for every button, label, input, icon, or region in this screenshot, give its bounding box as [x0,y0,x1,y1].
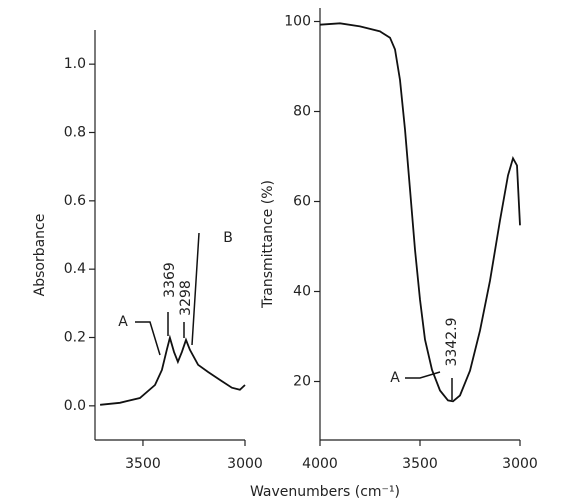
y-tick-label: 0.6 [64,193,86,209]
x-tick-label: 3000 [502,456,538,472]
x-axis-label: Wavenumbers (cm⁻¹) [250,484,400,500]
y-axis-label: Transmittance (%) [260,180,276,309]
annotation: 3298 [178,280,194,316]
y-tick-label: 40 [293,284,311,300]
annotation: A [390,370,400,386]
annotation: A [118,314,128,330]
y-tick-label: 0.2 [64,330,86,346]
y-tick-label: 0.8 [64,125,86,141]
y-tick-label: 1.0 [64,56,86,72]
y-tick-label: 20 [293,374,311,390]
y-tick-label: 0.4 [64,261,86,277]
spectrum-line [319,22,521,403]
annotation: 3369 [162,262,178,298]
annotation: B [223,230,233,246]
annotation: 3342.9 [444,318,460,367]
y-axis-label: Absorbance [32,214,48,297]
annotation-line [405,371,441,379]
y-tick-label: 80 [293,104,311,120]
y-tick-label: 0.0 [64,398,86,414]
x-tick-label: 4000 [302,456,338,472]
x-tick-label: 3500 [125,456,161,472]
y-tick-label: 100 [284,14,311,30]
x-tick-label: 3000 [227,456,263,472]
x-tick-label: 3500 [402,456,438,472]
annotation-line [135,321,161,356]
spectrum-line [100,334,246,406]
annotation-line [191,232,200,346]
y-tick-label: 60 [293,194,311,210]
